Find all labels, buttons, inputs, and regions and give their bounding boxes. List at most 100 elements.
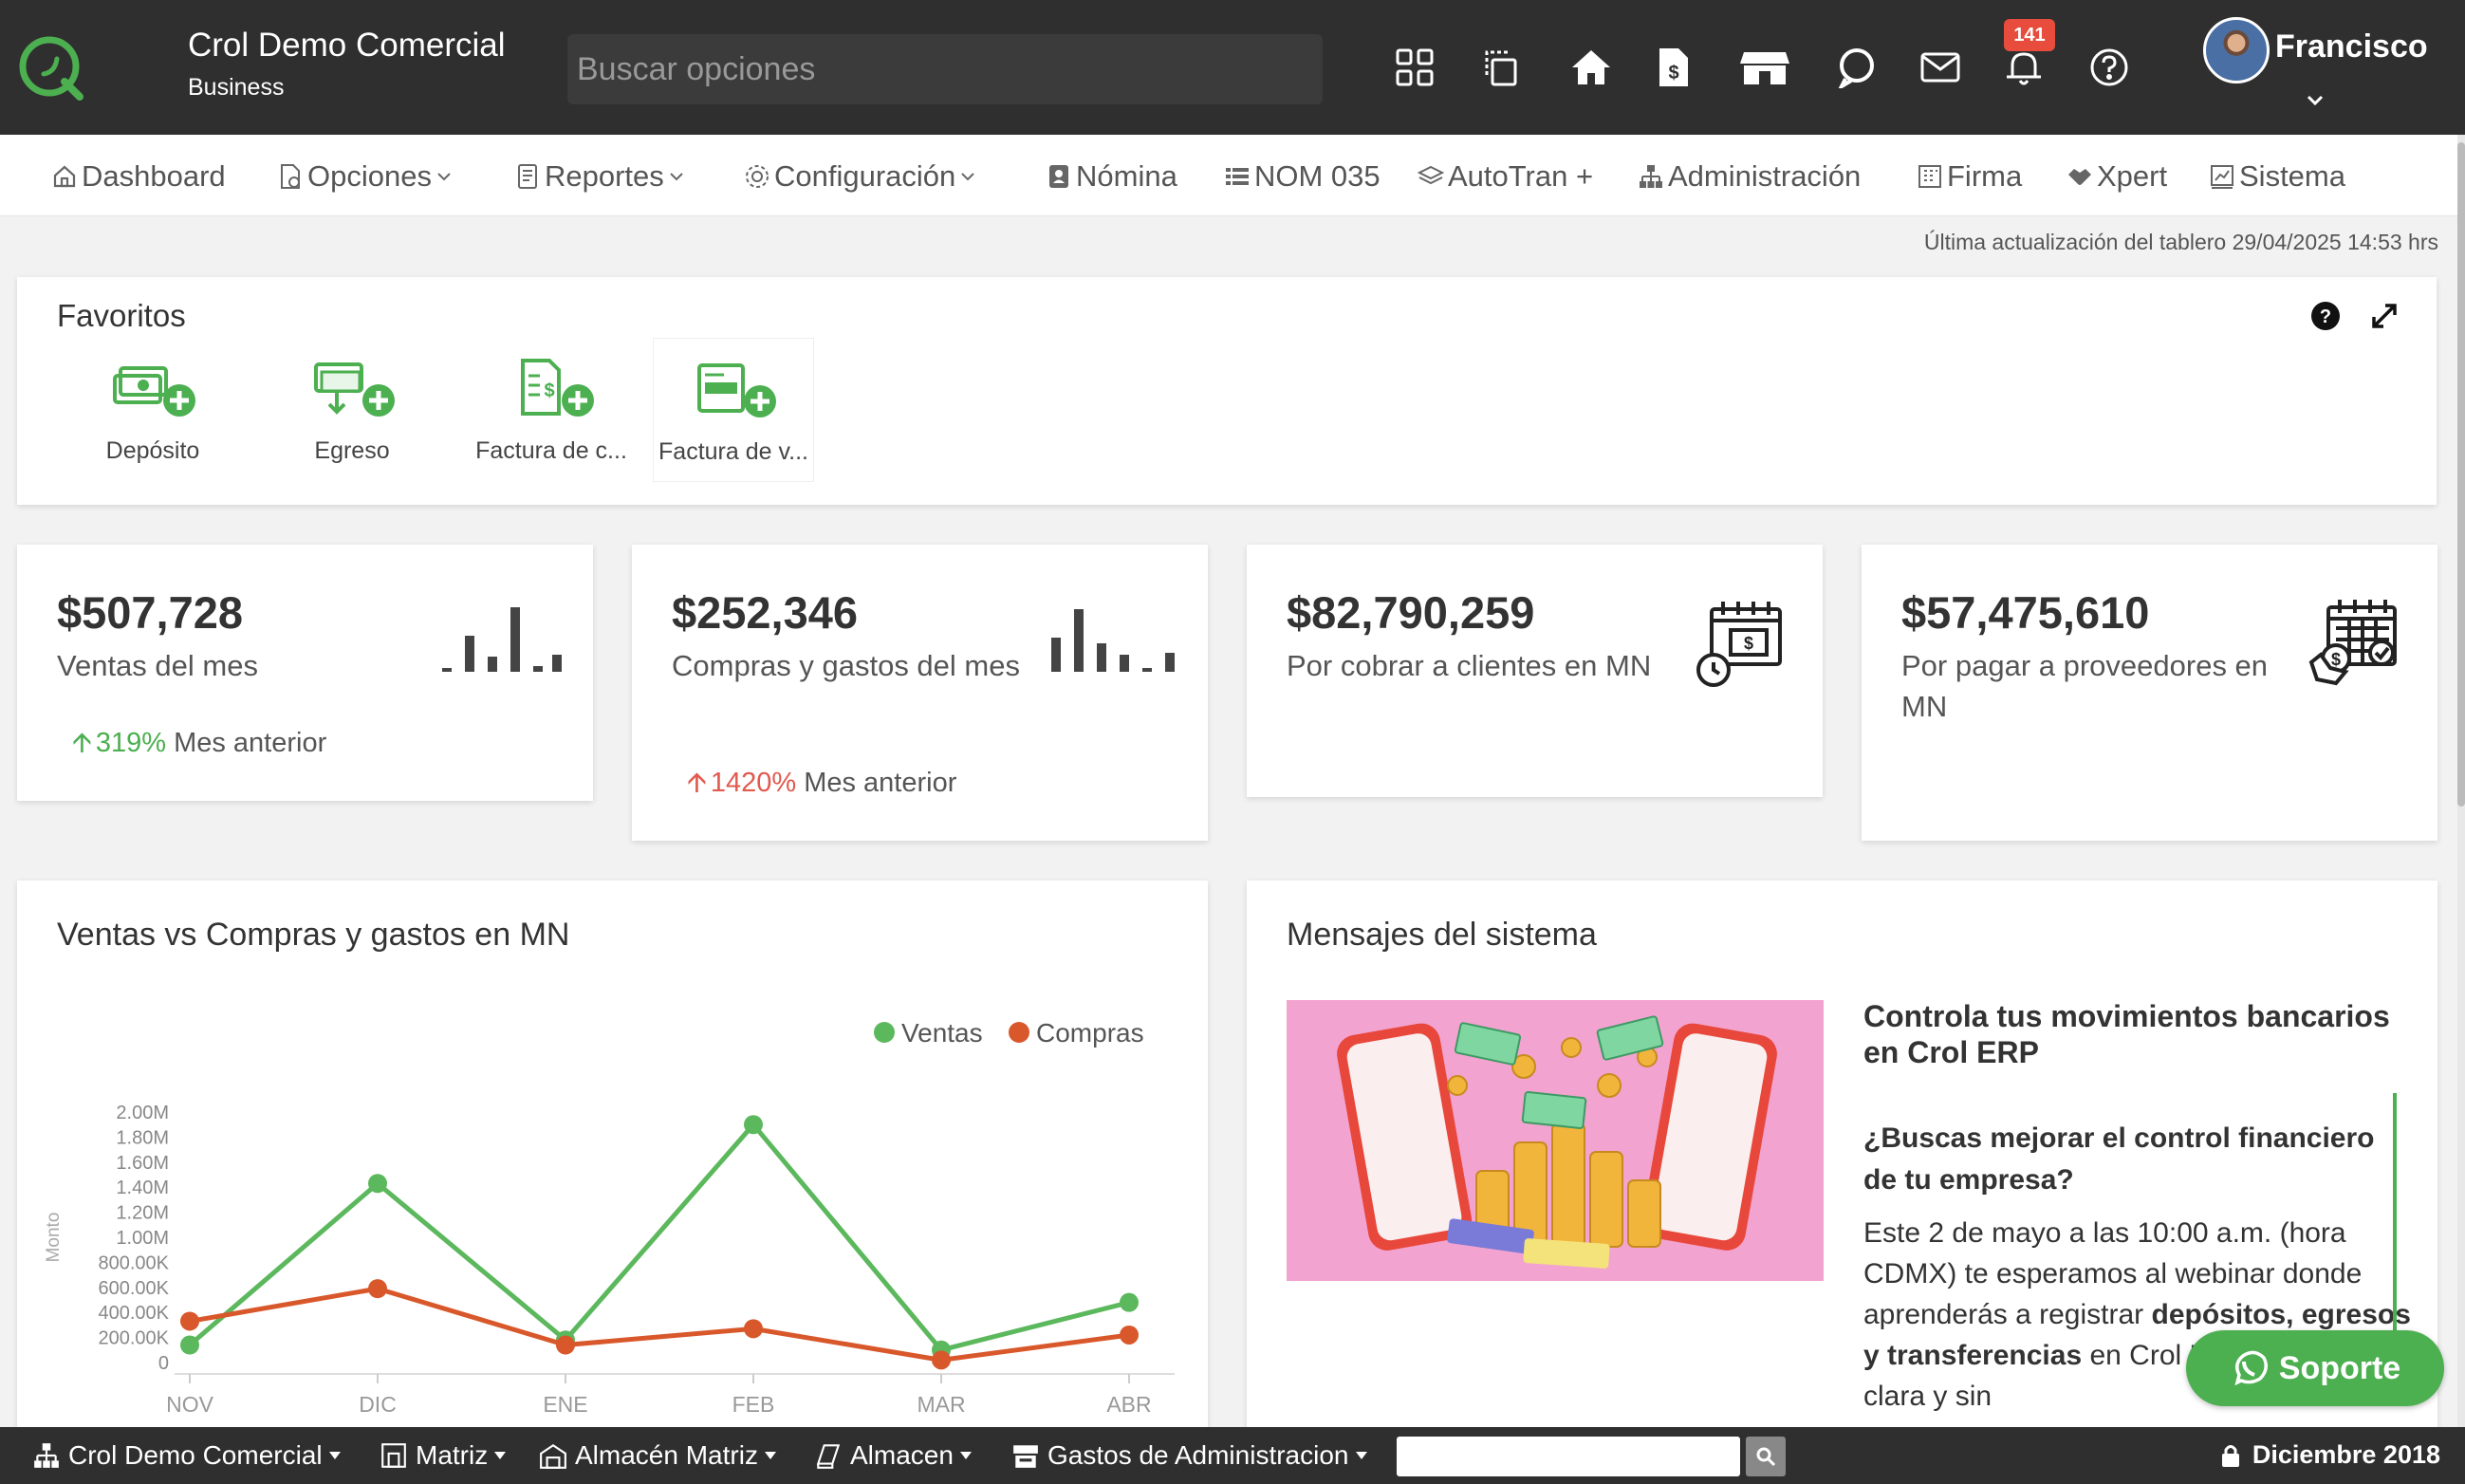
y-tick-label: 2.00M <box>116 1103 169 1123</box>
nav-firma[interactable]: Firma <box>1917 158 2022 195</box>
favorites-card: Favoritos ? Depósito Egreso $ Fac <box>17 277 2437 505</box>
support-label: Soporte <box>2278 1349 2401 1386</box>
user-name[interactable]: Francisco <box>2275 28 2428 65</box>
warehouse-selector[interactable]: Almacen <box>814 1440 980 1471</box>
branch-selector-label: Matriz <box>416 1440 489 1470</box>
support-button[interactable]: Soporte <box>2186 1330 2444 1406</box>
warehouse-main-selector[interactable]: Almacén Matriz <box>539 1440 785 1471</box>
warehouse-main-label: Almacén Matriz <box>575 1440 758 1470</box>
kpi-value: $82,790,259 <box>1287 587 1535 638</box>
help-circle-icon[interactable] <box>2085 44 2133 91</box>
building-icon <box>381 1443 406 1468</box>
nav-xpert[interactable]: Xpert <box>2067 158 2167 195</box>
branch-selector[interactable]: Matriz <box>380 1440 514 1471</box>
y-tick-label: 600.00K <box>98 1278 169 1299</box>
handshake-icon <box>2068 169 2091 185</box>
promo-image[interactable] <box>1287 1000 1824 1281</box>
nav-label: Configuración <box>774 159 956 193</box>
favorite-deposito[interactable]: Depósito <box>72 338 233 482</box>
data-point-compras <box>932 1350 951 1370</box>
bell-icon[interactable] <box>2000 44 2048 91</box>
book-icon <box>816 1444 841 1469</box>
nav-configuracion[interactable]: Configuración <box>744 158 980 195</box>
chevron-down-icon[interactable] <box>2304 91 2326 110</box>
legend-label-ventas: Ventas <box>901 1018 983 1048</box>
message-scrollbar[interactable] <box>2393 1093 2397 1338</box>
sitemap-icon <box>1640 165 1662 188</box>
kpi-change-pct: 1420% <box>710 768 797 798</box>
favorite-egreso[interactable]: Egreso <box>271 338 433 482</box>
nav-administracion[interactable]: Administración <box>1638 158 1861 195</box>
copy-select-icon[interactable] <box>1476 44 1524 91</box>
y-axis-label: Monto <box>44 1213 64 1263</box>
apps-grid-icon[interactable] <box>1391 44 1438 91</box>
kpi-change: 🡩 319% Mes anterior <box>72 723 326 770</box>
home-outline-icon <box>53 165 76 188</box>
home-icon[interactable] <box>1567 44 1615 91</box>
caret-down-icon <box>328 1452 341 1459</box>
data-point-compras <box>556 1335 575 1355</box>
data-point-ventas <box>180 1335 199 1355</box>
nav-label: Dashboard <box>82 159 226 193</box>
page-scrollbar-thumb[interactable] <box>2457 142 2465 807</box>
data-point-ventas <box>368 1174 387 1194</box>
kpi-card-ventas[interactable]: $507,728 Ventas del mes 🡩 319% Mes anteri… <box>17 545 593 801</box>
bottom-search-input[interactable] <box>1397 1437 1740 1476</box>
kpi-card-compras[interactable]: $252,346 Compras y gastos del mes 🡩 1420%… <box>632 545 1208 841</box>
layers-icon <box>1418 165 1444 185</box>
period-indicator[interactable]: Diciembre 2018 <box>2220 1440 2440 1470</box>
kpi-card-por-cobrar[interactable]: $82,790,259 Por cobrar a clientes en MN … <box>1247 545 1823 797</box>
nav-reportes[interactable]: Reportes <box>514 158 689 195</box>
nav-label: Firma <box>1947 159 2023 193</box>
favorite-factura-venta[interactable]: Factura de v... <box>653 338 814 482</box>
nav-label: AutoTran + <box>1448 159 1594 193</box>
favorite-label: Factura de c... <box>475 437 627 464</box>
message-body-bold: depósitos, egresos y transferencias <box>1863 1299 2411 1371</box>
nav-nom035[interactable]: NOM 035 <box>1224 158 1381 195</box>
nav-dashboard[interactable]: Dashboard <box>51 158 226 195</box>
whatsapp-icon <box>2234 1350 2268 1386</box>
x-tick-label: ENE <box>543 1392 587 1417</box>
chat-bubble-icon[interactable] <box>1833 44 1881 91</box>
user-avatar[interactable] <box>2203 17 2270 83</box>
company-selector[interactable]: Crol Demo Comercial <box>32 1440 349 1471</box>
nav-label: Administración <box>1668 159 1862 193</box>
chevron-down-icon <box>961 173 975 181</box>
nav-sistema[interactable]: Sistema <box>2209 158 2345 195</box>
caret-down-icon <box>1355 1452 1367 1459</box>
kpi-label: Ventas del mes <box>57 649 258 682</box>
nav-label: NOM 035 <box>1254 159 1381 193</box>
data-point-compras <box>180 1311 199 1331</box>
expense-selector[interactable]: Gastos de Administracion <box>1011 1440 1376 1471</box>
help-icon[interactable]: ? <box>2309 300 2342 332</box>
caret-down-icon <box>959 1452 972 1459</box>
store-icon[interactable] <box>1736 44 1793 91</box>
invoice-icon[interactable]: $ <box>1649 44 1696 91</box>
nav-autotran[interactable]: AutoTran + <box>1418 158 1593 195</box>
favorite-label: Egreso <box>314 437 390 464</box>
favorite-factura-compra[interactable]: $ Factura de c... <box>471 338 632 482</box>
line-chart[interactable]: 2.00M 1.80M 1.60M 1.40M 1.20M 1.00M 800.00K 600… <box>17 881 1208 1427</box>
nav-nomina[interactable]: Nómina <box>1046 158 1177 195</box>
bottom-search-button[interactable] <box>1746 1437 1786 1476</box>
y-tick-label: 800.00K <box>98 1252 169 1273</box>
main-nav: Dashboard Opciones Reportes Configuració… <box>0 135 2465 216</box>
kpi-card-por-pagar[interactable]: $57,475,610 Por pagar a proveedores en M… <box>1862 545 2437 841</box>
building-icon <box>1918 165 1941 188</box>
notification-badge[interactable]: 141 <box>2004 19 2055 51</box>
nav-opciones[interactable]: Opciones <box>277 158 456 195</box>
crol-logo[interactable] <box>17 34 85 102</box>
expand-icon[interactable] <box>2368 300 2400 332</box>
money-out-plus-icon <box>314 362 395 417</box>
svg-text:$: $ <box>544 380 554 401</box>
warehouse-label: Almacen <box>850 1440 954 1470</box>
nav-label: Nómina <box>1076 159 1177 193</box>
search-input[interactable] <box>567 34 1323 104</box>
message-body-text: Este 2 de mayo a las 10:00 a.m. (hora CD… <box>1863 1217 2363 1330</box>
mail-icon[interactable] <box>1917 44 1964 91</box>
y-tick-label: 1.20M <box>116 1203 169 1224</box>
message-question: ¿Buscas mejorar el control financiero de… <box>1863 1122 2375 1196</box>
chart-title: Ventas vs Compras y gastos en MN <box>57 917 570 953</box>
last-update-text: Última actualización del tablero 29/04/2… <box>1923 230 2438 254</box>
x-tick-label: DIC <box>359 1392 397 1417</box>
